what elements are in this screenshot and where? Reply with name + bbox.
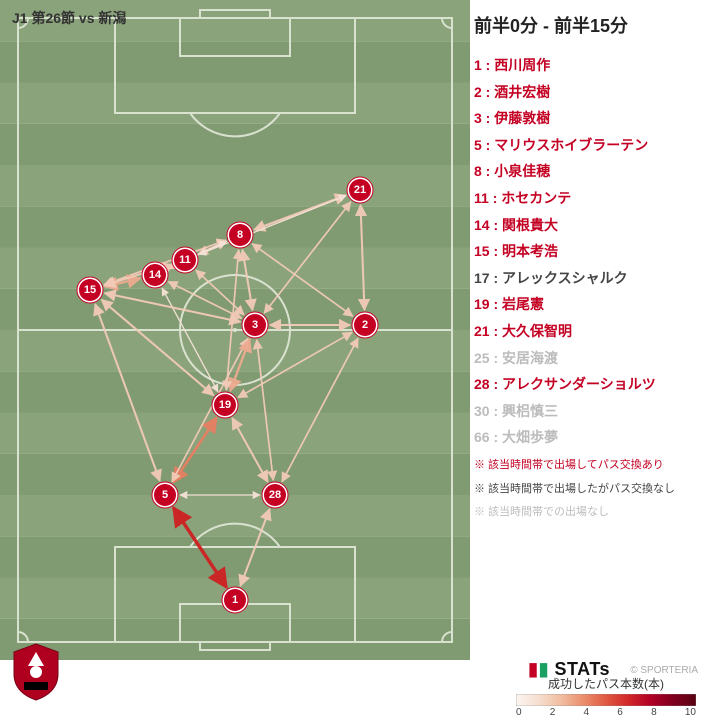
player-node-11: 11 [172, 247, 198, 273]
root: J1 第26節 vs 新潟 1 2 3 5 8 11 14 15 19 21 28 前半0分 - 前… [0, 0, 710, 720]
player-row-19: 19 : 岩尾憲 [474, 291, 698, 318]
legend-absent: ※ 該当時間帯での出場なし [474, 504, 698, 522]
svg-text:3: 3 [252, 319, 258, 331]
side-panel: 前半0分 - 前半15分 1 : 西川周作2 : 酒井宏樹3 : 伊藤敦樹5 :… [470, 0, 710, 720]
match-title: J1 第26節 vs 新潟 [12, 8, 126, 28]
player-row-8: 8 : 小泉佳穂 [474, 158, 698, 185]
svg-text:11: 11 [179, 254, 191, 266]
svg-text:14: 14 [149, 269, 162, 281]
player-row-17: 17 : アレックスシャルク [474, 265, 698, 292]
svg-text:21: 21 [354, 184, 366, 196]
colorbar-gradient [516, 694, 696, 706]
player-row-11: 11 : ホセカンテ [474, 185, 698, 212]
colorbar-ticks: 0246810 [516, 707, 696, 718]
player-row-1: 1 : 西川周作 [474, 52, 698, 79]
svg-text:2: 2 [362, 319, 368, 331]
svg-text:5: 5 [162, 489, 168, 501]
player-row-2: 2 : 酒井宏樹 [474, 79, 698, 106]
player-row-30: 30 : 興梠慎三 [474, 398, 698, 425]
player-node-3: 3 [242, 312, 268, 338]
player-node-8: 8 [227, 222, 253, 248]
svg-text:1: 1 [232, 594, 238, 606]
colorbar: 成功したパス本数(本) 0246810 [516, 675, 696, 718]
legend-active: ※ 該当時間帯で出場してパス交換あり [474, 457, 698, 475]
player-node-15: 15 [77, 277, 103, 303]
team-badge [10, 642, 62, 702]
legend-nopass: ※ 該当時間帯で出場したがパス交換なし [474, 481, 698, 499]
svg-text:15: 15 [84, 284, 96, 296]
pitch-svg: 1 2 3 5 8 11 14 15 19 21 28 [0, 0, 470, 660]
player-list: 1 : 西川周作2 : 酒井宏樹3 : 伊藤敦樹5 : マリウスホイブラーテン8… [474, 52, 698, 451]
player-node-1: 1 [222, 587, 248, 613]
svg-text:19: 19 [219, 399, 231, 411]
player-row-15: 15 : 明本考浩 [474, 238, 698, 265]
player-row-14: 14 : 関根貴大 [474, 212, 698, 239]
player-row-5: 5 : マリウスホイブラーテン [474, 132, 698, 159]
player-node-14: 14 [142, 262, 168, 288]
colorbar-caption: 成功したパス本数(本) [516, 675, 696, 692]
player-row-66: 66 : 大畑歩夢 [474, 424, 698, 451]
player-node-21: 21 [347, 177, 373, 203]
time-range: 前半0分 - 前半15分 [474, 12, 698, 38]
player-node-5: 5 [152, 482, 178, 508]
player-node-19: 19 [212, 392, 238, 418]
svg-text:8: 8 [237, 229, 243, 241]
svg-text:28: 28 [269, 489, 281, 501]
player-row-21: 21 : 大久保智明 [474, 318, 698, 345]
pitch-panel: J1 第26節 vs 新潟 1 2 3 5 8 11 14 15 19 21 28 [0, 0, 470, 720]
player-node-28: 28 [262, 482, 288, 508]
player-row-28: 28 : アレクサンダーショルツ [474, 371, 698, 398]
player-row-3: 3 : 伊藤敦樹 [474, 105, 698, 132]
player-node-2: 2 [352, 312, 378, 338]
player-row-25: 25 : 安居海渡 [474, 345, 698, 372]
